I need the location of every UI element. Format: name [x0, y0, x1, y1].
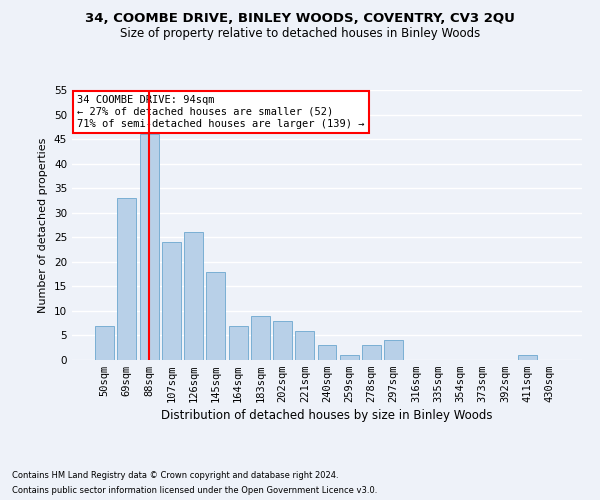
Bar — [518, 355, 536, 360]
Text: Size of property relative to detached houses in Binley Woods: Size of property relative to detached ho… — [120, 28, 480, 40]
Y-axis label: Number of detached properties: Number of detached properties — [38, 138, 49, 312]
Bar — [384, 340, 403, 360]
Bar — [340, 355, 359, 360]
Bar — [206, 272, 225, 360]
Text: 34 COOMBE DRIVE: 94sqm
← 27% of detached houses are smaller (52)
71% of semi-det: 34 COOMBE DRIVE: 94sqm ← 27% of detached… — [77, 96, 365, 128]
Bar — [251, 316, 270, 360]
Bar — [317, 346, 337, 360]
Bar — [162, 242, 181, 360]
Text: Contains public sector information licensed under the Open Government Licence v3: Contains public sector information licen… — [12, 486, 377, 495]
Bar — [95, 326, 114, 360]
Text: 34, COOMBE DRIVE, BINLEY WOODS, COVENTRY, CV3 2QU: 34, COOMBE DRIVE, BINLEY WOODS, COVENTRY… — [85, 12, 515, 26]
Bar — [229, 326, 248, 360]
Bar — [295, 330, 314, 360]
X-axis label: Distribution of detached houses by size in Binley Woods: Distribution of detached houses by size … — [161, 410, 493, 422]
Text: Contains HM Land Registry data © Crown copyright and database right 2024.: Contains HM Land Registry data © Crown c… — [12, 471, 338, 480]
Bar — [140, 134, 158, 360]
Bar — [362, 346, 381, 360]
Bar — [184, 232, 203, 360]
Bar — [273, 320, 292, 360]
Bar — [118, 198, 136, 360]
